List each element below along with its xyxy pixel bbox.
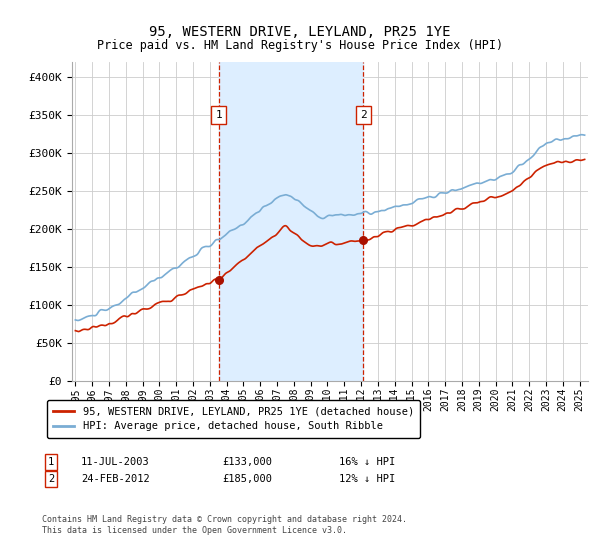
Text: 95, WESTERN DRIVE, LEYLAND, PR25 1YE: 95, WESTERN DRIVE, LEYLAND, PR25 1YE (149, 25, 451, 39)
Text: 16% ↓ HPI: 16% ↓ HPI (339, 457, 395, 467)
Text: £133,000: £133,000 (222, 457, 272, 467)
Bar (219, 62, 363, 381)
Text: Price paid vs. HM Land Registry's House Price Index (HPI): Price paid vs. HM Land Registry's House … (97, 39, 503, 52)
Text: 11-JUL-2003: 11-JUL-2003 (81, 457, 150, 467)
Text: 1: 1 (48, 457, 54, 467)
Text: £185,000: £185,000 (222, 474, 272, 484)
Text: 2: 2 (48, 474, 54, 484)
Text: 1: 1 (215, 110, 222, 120)
Legend: 95, WESTERN DRIVE, LEYLAND, PR25 1YE (detached house), HPI: Average price, detac: 95, WESTERN DRIVE, LEYLAND, PR25 1YE (de… (47, 400, 420, 438)
Text: 2: 2 (360, 110, 367, 120)
Text: Contains HM Land Registry data © Crown copyright and database right 2024.
This d: Contains HM Land Registry data © Crown c… (42, 515, 407, 535)
Text: 12% ↓ HPI: 12% ↓ HPI (339, 474, 395, 484)
Text: 24-FEB-2012: 24-FEB-2012 (81, 474, 150, 484)
